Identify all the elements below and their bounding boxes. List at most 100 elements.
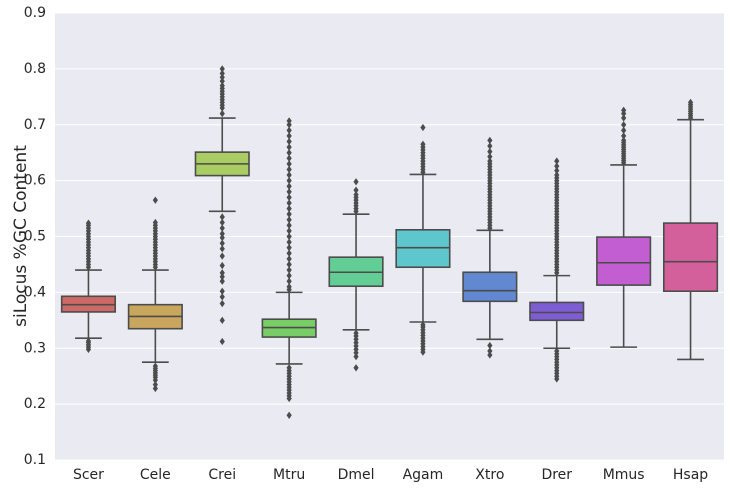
box-mmus (596, 106, 652, 348)
outlier-point (286, 260, 292, 269)
x-tick-label: Mmus (603, 467, 645, 483)
y-tick-label: 0.3 (24, 340, 46, 356)
outlier-point (487, 351, 493, 359)
outlier-point (286, 182, 292, 190)
outlier-point (286, 227, 292, 235)
outlier-point (286, 238, 292, 246)
outlier-point (286, 132, 292, 140)
outlier-point (554, 171, 560, 179)
box-scer (60, 219, 117, 354)
outlier-point (286, 117, 292, 125)
outlier-point (554, 157, 560, 165)
outlier-point (286, 204, 292, 213)
outlier-point (219, 277, 225, 285)
outlier-point (353, 329, 359, 337)
outlier-point (621, 114, 627, 122)
box-drer (529, 157, 585, 383)
outlier-point (219, 65, 225, 73)
outlier-point (219, 245, 225, 253)
outlier-point (219, 69, 225, 77)
outlier-point (286, 232, 292, 241)
outlier-point (219, 269, 225, 277)
outlier-point (152, 196, 158, 204)
outlier-point (219, 299, 225, 308)
outlier-point (219, 337, 225, 346)
outlier-point (286, 255, 292, 263)
outlier-point (621, 121, 627, 129)
outlier-point (286, 160, 292, 168)
x-tick-label: Hsap (673, 467, 708, 483)
y-tick-label: 0.4 (24, 284, 46, 300)
box-group (60, 65, 719, 419)
y-tick-labels: 0.1 0.2 0.3 0.4 0.5 0.6 0.7 0.8 0.9 (24, 5, 46, 468)
outlier-point (621, 136, 627, 145)
x-tick-label: Dmel (338, 467, 375, 483)
outlier-point (152, 380, 158, 389)
outlier-point (286, 143, 292, 151)
outlier-point (353, 364, 359, 372)
outlier-point (353, 190, 359, 199)
outlier-point (554, 162, 560, 170)
outlier-point (687, 98, 694, 107)
outlier-point (286, 249, 292, 257)
outlier-point (353, 186, 359, 194)
outlier-point (286, 137, 292, 146)
outlier-point (219, 287, 225, 295)
outlier-point (219, 239, 225, 247)
outlier-point (420, 140, 426, 148)
outlier-point (286, 216, 292, 224)
outlier-point (219, 213, 225, 221)
gridlines (55, 12, 724, 461)
box-hsap (662, 98, 719, 361)
outlier-point (219, 230, 225, 238)
box-mtru (261, 117, 317, 419)
iqr-box (529, 301, 585, 322)
outlier-point (286, 188, 292, 196)
x-tick-label: Xtro (475, 467, 504, 483)
outlier-point (219, 293, 225, 301)
outlier-point (152, 362, 158, 370)
outlier-point (286, 283, 292, 291)
outlier-point (487, 157, 493, 165)
outlier-point (152, 218, 158, 227)
box-crei (194, 65, 250, 346)
outlier-point (286, 149, 292, 157)
x-tick-label: Agam (403, 467, 444, 483)
outlier-point (286, 221, 292, 229)
outlier-point (621, 132, 627, 140)
outlier-point (219, 316, 225, 324)
outlier-point (353, 178, 359, 186)
x-tick-label: Mtru (273, 467, 305, 483)
iqr-box (596, 236, 652, 286)
outlier-point (286, 154, 292, 162)
outlier-point (554, 347, 560, 355)
outlier-point (286, 411, 292, 419)
outlier-point (487, 147, 493, 156)
outlier-point (286, 193, 292, 202)
box-agam (395, 123, 451, 356)
outlier-point (286, 126, 292, 134)
outlier-point (286, 266, 292, 274)
outlier-point (286, 364, 292, 372)
outlier-point (286, 244, 292, 252)
y-tick-label: 0.7 (24, 117, 46, 133)
y-tick-label: 0.8 (24, 61, 46, 77)
outlier-point (219, 81, 225, 90)
box-xtro (462, 136, 518, 359)
outlier-point (219, 77, 225, 85)
iqr-box (662, 222, 719, 293)
outlier-point (286, 210, 292, 218)
outlier-point (621, 126, 627, 134)
outlier-point (85, 219, 92, 227)
outlier-point (286, 121, 292, 129)
outlier-point (219, 73, 225, 81)
outlier-point (487, 136, 493, 145)
outlier-point (487, 347, 493, 355)
outlier-point (286, 171, 292, 179)
outlier-point (353, 352, 359, 361)
x-tick-label: Crei (208, 467, 236, 483)
x-tick-labels: Scer Cele Crei Mtru Dmel Agam Xtro Drer Mmus Hsap (73, 467, 708, 483)
iqr-box (395, 228, 451, 269)
outlier-point (219, 252, 225, 260)
